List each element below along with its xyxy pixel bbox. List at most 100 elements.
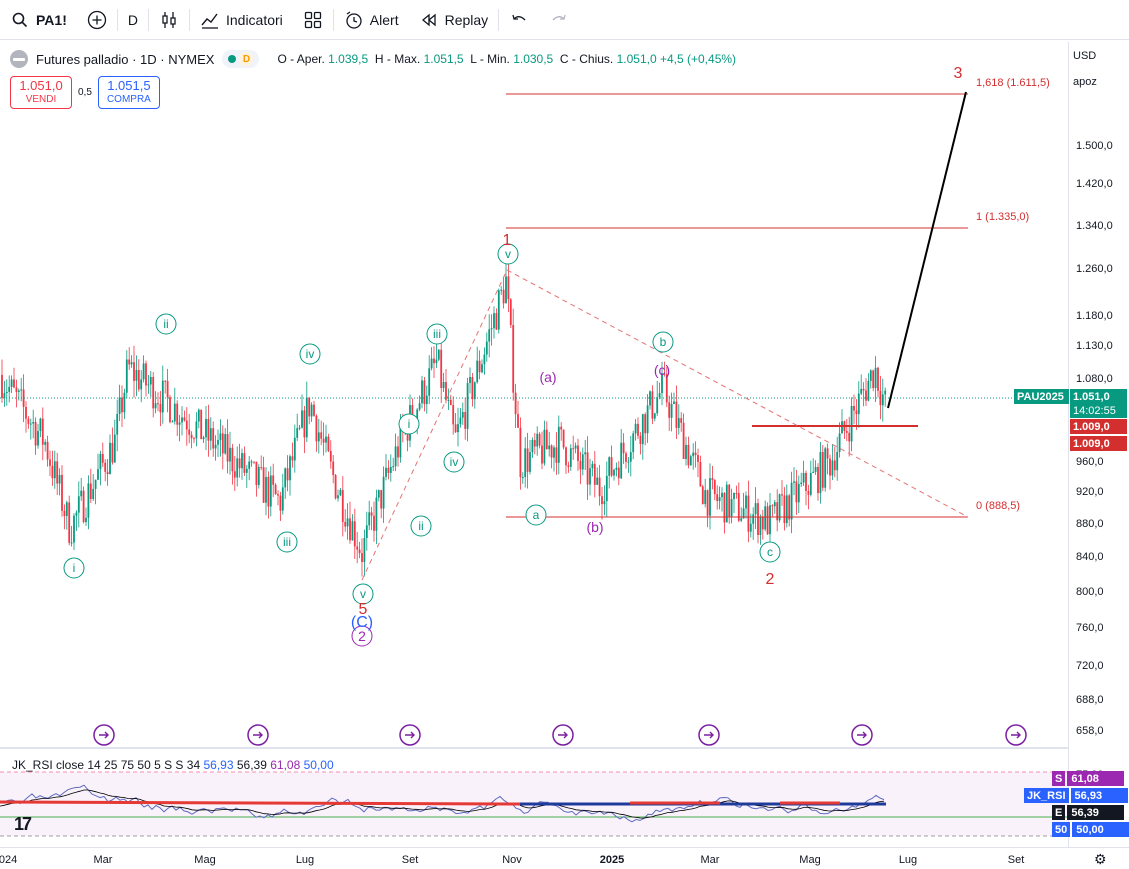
price-chart[interactable]: 1,618 (1.611,5) 1 (1.335,0) 0 (888,5) i … (0, 42, 1068, 847)
projection-line (887, 91, 967, 409)
symbol-label: PA1! (36, 11, 67, 28)
price-axis[interactable] (1068, 42, 1129, 847)
date-tick-label: Mag (194, 854, 215, 866)
candle-body (255, 461, 258, 486)
candle-body (361, 553, 363, 562)
candle-body (517, 414, 519, 428)
spread-value: 0,5 (78, 87, 92, 98)
wave-1-red: 1 (503, 232, 512, 249)
candle-body (601, 496, 603, 505)
candle-body (709, 478, 711, 516)
sell-button[interactable]: 1.051,0 VENDI (10, 76, 72, 109)
candle-body (665, 374, 668, 403)
price-tick-label: 720,0 (1076, 660, 1104, 672)
candle-body (591, 463, 594, 469)
candle-body (164, 380, 167, 382)
candle-body (425, 395, 428, 405)
candle-body (10, 379, 13, 387)
candle-body (394, 446, 397, 467)
replay-button[interactable]: Replay (409, 0, 499, 40)
candle-body (857, 393, 860, 415)
candle-body (320, 432, 323, 439)
candle-body (505, 276, 507, 304)
candle-body (329, 451, 332, 462)
candle-body (272, 475, 275, 485)
candle-body (289, 456, 291, 481)
candle-body (37, 431, 39, 446)
candle-body (661, 373, 663, 394)
candle-body (149, 377, 152, 385)
candle-body (543, 429, 546, 464)
candle-body (536, 433, 539, 447)
alert-button[interactable]: Alert (334, 0, 409, 40)
wave-2-purple: 2 (358, 628, 366, 644)
candle-body (670, 403, 673, 418)
candle-body (49, 459, 51, 466)
price-tick-label: 1.130,0 (1076, 340, 1113, 352)
settings-gear-icon[interactable]: ⚙ (1094, 851, 1107, 867)
candle-body (334, 475, 337, 499)
candle-body (61, 474, 63, 511)
price-tick-label: 840,0 (1076, 551, 1104, 563)
chart-type-button[interactable] (149, 0, 189, 40)
candle-body (385, 467, 387, 477)
candle-body (764, 506, 767, 530)
candle-body (831, 460, 834, 476)
candle-body (586, 452, 589, 485)
candle-body (454, 424, 457, 433)
buy-button[interactable]: 1.051,5 COMPRA (97, 76, 160, 109)
candle-body (447, 399, 450, 401)
candle-body (217, 440, 219, 445)
candle-body (166, 380, 169, 398)
alarm-clock-icon (344, 10, 364, 30)
svg-text:iv: iv (450, 455, 459, 469)
candle-body (356, 546, 359, 550)
currency-selector[interactable]: USD (1073, 50, 1097, 62)
candle-body (358, 549, 361, 554)
candle-body (305, 397, 308, 438)
candle-body (325, 436, 327, 443)
wave-2-red: 2 (766, 571, 775, 588)
countdown-tag: 14:02:55 (1070, 403, 1127, 418)
fib-0-label: 0 (888,5) (976, 500, 1020, 512)
candle-body (147, 384, 150, 386)
candle-body (490, 328, 493, 330)
candle-body (296, 428, 299, 438)
grid-icon (303, 10, 323, 30)
wave-c-blue: (C) (351, 614, 373, 631)
time-axis[interactable] (0, 847, 1129, 869)
candle-body (488, 329, 491, 342)
candle-body (625, 453, 627, 462)
candle-body (514, 392, 517, 415)
candle-body (205, 418, 207, 438)
wave-ii-2: ii (410, 515, 432, 537)
redo-button[interactable] (539, 0, 579, 40)
undo-button[interactable] (499, 0, 539, 40)
wave-c: c (759, 541, 781, 563)
indicators-button[interactable]: Indicatori (190, 0, 293, 40)
unit-selector[interactable]: apoz (1073, 76, 1097, 88)
symbol-price-tag: PAU2025 (1014, 389, 1069, 404)
candle-body (579, 460, 582, 470)
wave-labels-purple: (a) (b) (c) 2 (351, 362, 670, 647)
candle-body (248, 461, 251, 469)
candle-body (747, 495, 750, 532)
wave-labels-green: i ii iii iv v i ii iii iv v a b c (63, 243, 781, 605)
rsi-value-tag: E 56,39 (1052, 805, 1125, 820)
compare-button[interactable] (77, 0, 117, 40)
candle-body (133, 362, 135, 381)
candle-body (685, 444, 687, 460)
interval-button[interactable]: D (118, 0, 148, 40)
candle-body (680, 418, 683, 423)
candle-body (365, 525, 368, 538)
svg-text:v: v (505, 247, 511, 261)
candle-body (5, 391, 8, 394)
wave-v-2: v (497, 243, 519, 265)
rsi-value-tag: JK_RSI 56,93 (1024, 788, 1128, 803)
layouts-button[interactable] (293, 0, 333, 40)
candle-body (730, 498, 733, 517)
candle-body (495, 313, 498, 330)
candle-body (572, 448, 575, 450)
symbol-search[interactable]: PA1! (0, 0, 77, 40)
candle-body (461, 412, 464, 418)
